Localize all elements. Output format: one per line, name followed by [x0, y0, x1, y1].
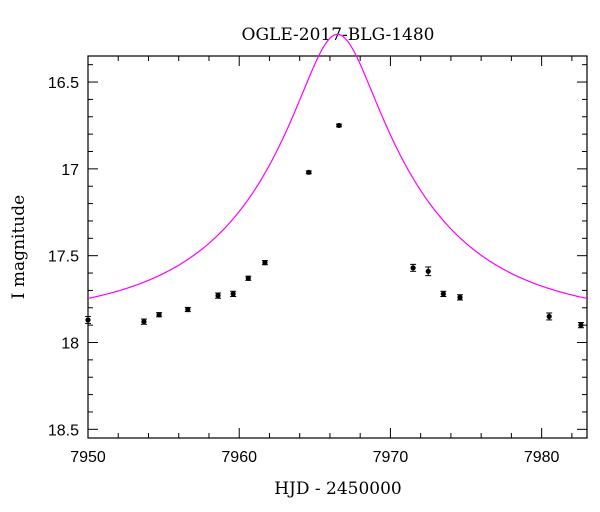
data-point: [546, 312, 553, 321]
model-curve-group: [87, 33, 588, 300]
data-point: [245, 275, 252, 281]
data-point: [184, 306, 191, 313]
x-axis-label: HJD - 2450000: [274, 479, 402, 499]
data-point: [261, 260, 268, 266]
y-tick-labels: 16.5 17 17.5 18 18.5: [48, 75, 79, 439]
data-point: [230, 290, 237, 297]
data-point: [425, 266, 432, 277]
data-point: [440, 290, 447, 297]
y-tick-label: 18: [61, 336, 79, 353]
data-point: [85, 315, 91, 324]
x-tick-label: 7980: [524, 449, 560, 466]
model-curve: [87, 33, 588, 300]
y-tick-label: 16.5: [48, 75, 79, 92]
data-point: [456, 294, 463, 301]
data-point: [215, 292, 222, 299]
y-tick-label: 17.5: [48, 249, 79, 266]
y-axis-label: I magnitude: [9, 195, 29, 299]
x-tick-label: 7950: [70, 449, 106, 466]
x-tick-label: 7970: [373, 449, 409, 466]
data-points-group: [85, 122, 584, 329]
data-point: [336, 122, 343, 129]
data-point: [156, 312, 163, 318]
data-point: [410, 263, 417, 272]
y-tick-label: 17: [61, 162, 79, 179]
x-tick-label: 7960: [221, 449, 257, 466]
axis-ticks: [87, 56, 587, 438]
data-point: [305, 169, 312, 175]
x-tick-labels: 7950 7960 7970 7980: [70, 449, 559, 466]
data-point: [577, 322, 584, 329]
y-tick-label: 18.5: [48, 422, 79, 439]
plot-frame: [87, 55, 588, 439]
data-point: [140, 318, 147, 325]
